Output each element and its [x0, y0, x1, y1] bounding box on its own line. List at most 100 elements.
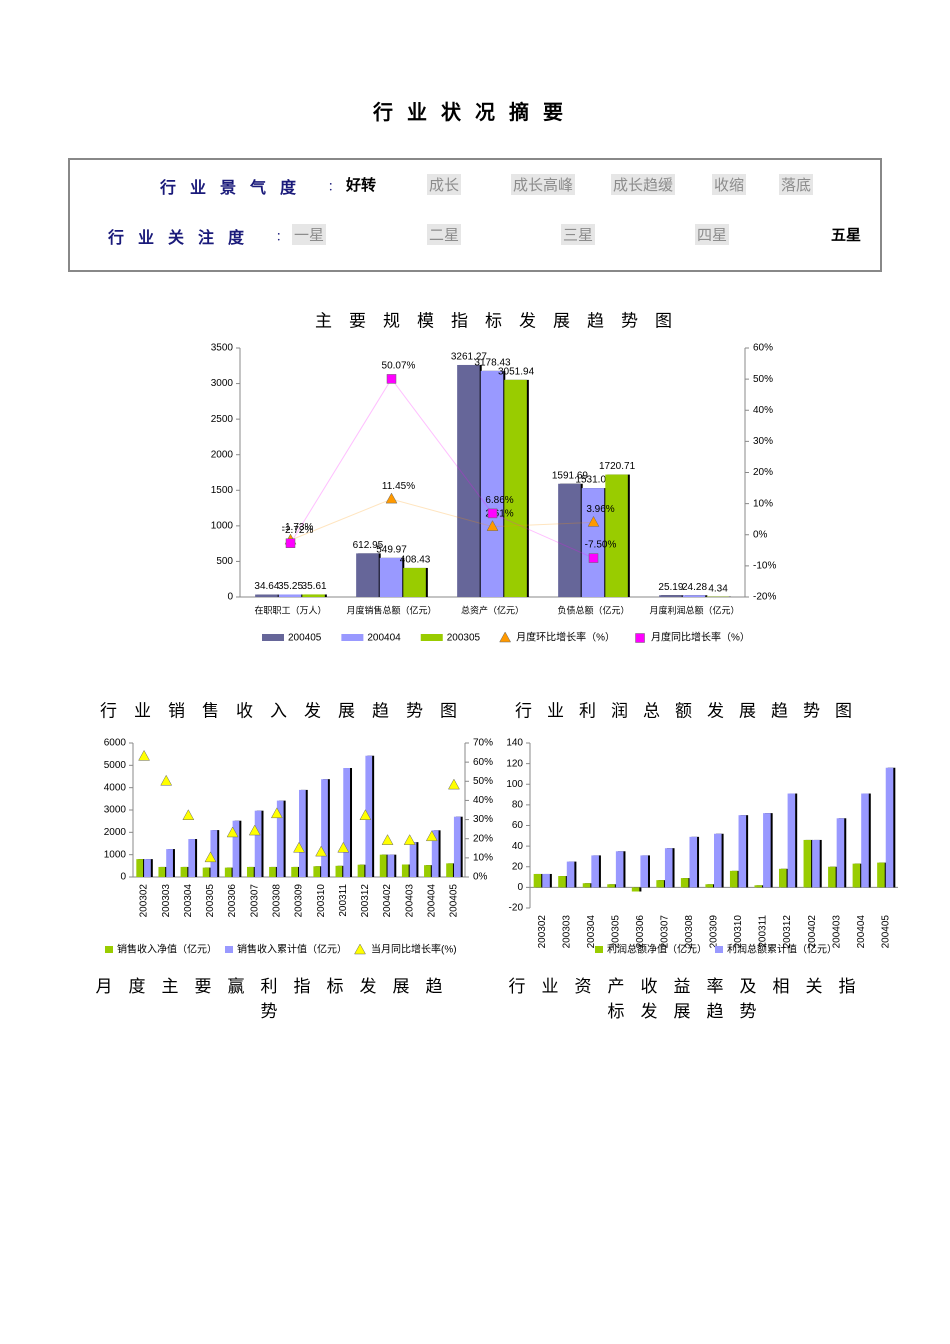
legend-swatch	[225, 946, 233, 953]
x-tick-label: 200307	[249, 884, 260, 918]
y2-tick-label: 50%	[753, 374, 773, 385]
x-tick-label: 负债总额（亿元）	[557, 604, 629, 615]
y2-tick-label: 20%	[753, 467, 773, 478]
bar	[885, 767, 894, 888]
x-tick-label: 200402	[807, 915, 818, 949]
bar	[232, 820, 240, 877]
bar	[246, 866, 254, 877]
data-label: 3.96%	[586, 504, 614, 515]
marker	[381, 834, 394, 845]
data-label: 3051.94	[498, 367, 535, 378]
y-tick-label: 1000	[104, 849, 127, 860]
x-tick-label: 200309	[709, 915, 720, 949]
y-tick-label: 2500	[211, 414, 234, 425]
bar	[861, 793, 869, 888]
data-label: 408.43	[400, 555, 431, 566]
bar	[291, 866, 298, 877]
legend-swatch	[595, 946, 603, 953]
data-label: 4.34	[708, 583, 728, 594]
bar	[158, 866, 166, 877]
option: 三星	[561, 224, 596, 245]
y-tick-label: 0	[517, 882, 523, 893]
marker	[248, 824, 261, 836]
marker	[204, 851, 217, 863]
data-label: 612.95	[353, 540, 384, 551]
bar	[409, 842, 417, 877]
x-tick-label: 200404	[856, 915, 867, 949]
y2-tick-label: 30%	[473, 814, 493, 825]
separator: ：	[328, 181, 339, 193]
marker	[385, 492, 398, 504]
x-tick-label: 200308	[272, 884, 283, 918]
x-tick-label: 200304	[586, 915, 597, 949]
legend-label: 销售收入净值（亿元）	[117, 943, 217, 956]
bar	[812, 839, 820, 888]
data-label: 2.61%	[485, 508, 513, 519]
bar	[269, 866, 276, 877]
bar	[356, 553, 379, 597]
bar	[754, 885, 763, 888]
option: 成长趋缓	[611, 174, 676, 195]
bar	[453, 816, 461, 877]
marker	[293, 841, 305, 853]
x-tick-label: 200405	[880, 915, 891, 949]
bar	[656, 880, 664, 888]
bar	[581, 488, 605, 597]
option: 收缩	[712, 174, 747, 195]
bar	[828, 866, 836, 888]
y2-tick-label: 30%	[753, 436, 773, 447]
x-tick-label: 200305	[611, 915, 622, 949]
chart-title: 主要规模指标发展趋势图	[315, 312, 689, 332]
legend-marker	[635, 633, 645, 643]
data-label: 35.61	[302, 581, 327, 592]
marker	[285, 538, 296, 548]
data-label: 25.19	[658, 582, 683, 593]
x-tick-label: 200310	[733, 915, 744, 949]
y2-tick-label: 0%	[473, 872, 488, 883]
data-label: 1720.71	[599, 461, 636, 472]
bar	[836, 818, 845, 888]
y2-tick-label: 60%	[753, 343, 773, 354]
series-line	[290, 498, 594, 541]
y-tick-label: 0	[120, 872, 126, 883]
bar	[689, 836, 698, 888]
separator: ：	[276, 231, 287, 243]
row-label: 行业关注度	[108, 228, 259, 247]
bar	[202, 867, 210, 877]
x-tick-label: 200302	[537, 915, 548, 949]
y-tick-label: 2000	[104, 827, 127, 838]
bar	[446, 863, 453, 877]
series-line	[290, 378, 594, 559]
y-tick-label: 100	[506, 779, 523, 790]
y2-tick-label: 50%	[473, 776, 493, 787]
option: 成长高峰	[511, 174, 576, 195]
y-tick-label: 5000	[104, 760, 127, 771]
bar	[615, 851, 624, 888]
x-tick-label: 200312	[360, 884, 371, 918]
y-tick-label: 3000	[104, 805, 127, 816]
y-tick-label: 140	[506, 738, 523, 749]
x-tick-label: 200312	[782, 915, 793, 949]
bar	[210, 830, 218, 877]
option: 一星	[292, 224, 327, 245]
y-tick-label: 2000	[211, 449, 234, 460]
bar	[166, 849, 173, 877]
bar	[558, 876, 566, 888]
legend-marker	[499, 631, 512, 643]
data-label: 24.28	[682, 582, 707, 593]
bar	[276, 800, 284, 877]
caption: 月度主要赢利指标发展趋势	[95, 977, 459, 1022]
y-tick-label: 0	[227, 592, 233, 603]
y2-tick-label: 70%	[473, 738, 493, 749]
bar	[607, 884, 615, 888]
data-label: 1591.69	[552, 470, 589, 481]
x-tick-label: 总资产（亿元）	[461, 604, 524, 615]
data-label: -1.73%	[282, 522, 314, 533]
bar	[180, 866, 188, 877]
x-tick-label: 月度销售总额（亿元）	[346, 604, 436, 615]
legend-label: 月度环比增长率（%）	[516, 631, 615, 644]
legend-swatch	[262, 634, 284, 641]
y2-tick-label: 60%	[473, 757, 493, 768]
chart-title: 行业销售收入发展趋势图	[100, 702, 474, 722]
x-tick-label: 200302	[139, 884, 150, 918]
